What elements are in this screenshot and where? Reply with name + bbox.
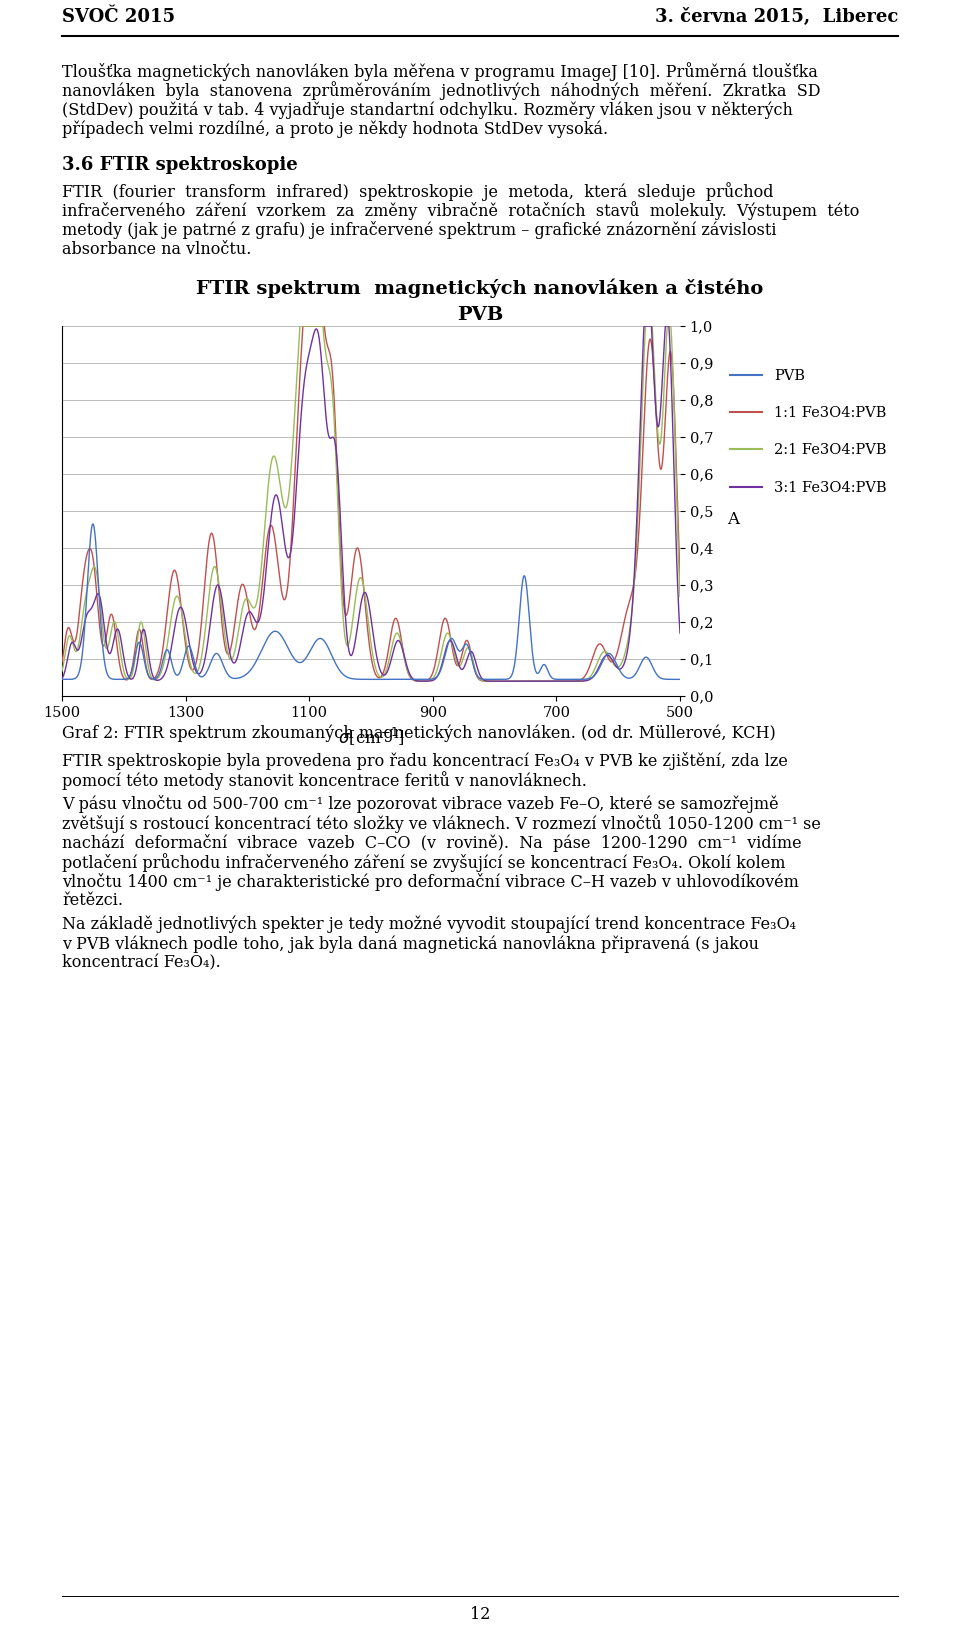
- Text: vlnočtu 1400 cm⁻¹ je charakteristické pro deformační vibrace C–H vazeb v uhlovod: vlnočtu 1400 cm⁻¹ je charakteristické pr…: [62, 872, 799, 890]
- Text: potlačení průchodu infračerveného záření se zvyšující se koncentrací Fe₃O₄. Okol: potlačení průchodu infračerveného záření…: [62, 852, 785, 872]
- Text: zvětšují s rostoucí koncentrací této složky ve vláknech. V rozmezí vlnočtů 1050-: zvětšují s rostoucí koncentrací této slo…: [62, 814, 821, 832]
- Text: FTIR spektrum  magnetických nanovláken a čistého: FTIR spektrum magnetických nanovláken a …: [197, 277, 763, 297]
- Text: řetězci.: řetězci.: [62, 892, 123, 910]
- Text: infračerveného  záření  vzorkem  za  změny  vibračně  rotačních  stavů  molekuly: infračerveného záření vzorkem za změny v…: [62, 202, 859, 220]
- X-axis label: $\sigma$[cm$^{-1}$]: $\sigma$[cm$^{-1}$]: [338, 726, 404, 747]
- Text: metody (jak je patrné z grafu) je infračervené spektrum – grafické znázornění zá: metody (jak je patrné z grafu) je infrač…: [62, 222, 777, 240]
- Text: absorbance na vlnočtu.: absorbance na vlnočtu.: [62, 240, 252, 258]
- Text: pomocí této metody stanovit koncentrace feritů v nanovláknech.: pomocí této metody stanovit koncentrace …: [62, 772, 587, 790]
- Text: případech velmi rozdílné, a proto je někdy hodnota StdDev vysoká.: případech velmi rozdílné, a proto je něk…: [62, 120, 608, 138]
- Text: 3.6 FTIR spektroskopie: 3.6 FTIR spektroskopie: [62, 156, 298, 174]
- Legend: PVB, 1:1 Fe3O4:PVB, 2:1 Fe3O4:PVB, 3:1 Fe3O4:PVB: PVB, 1:1 Fe3O4:PVB, 2:1 Fe3O4:PVB, 3:1 F…: [725, 363, 893, 501]
- Text: 12: 12: [469, 1606, 491, 1622]
- Text: V pásu vlnočtu od 500-700 cm⁻¹ lze pozorovat vibrace vazeb Fe–O, které se samozř: V pásu vlnočtu od 500-700 cm⁻¹ lze pozor…: [62, 795, 779, 813]
- Text: (StdDev) použitá v tab. 4 vyjadřuje standartní odchylku. Rozměry vláken jsou v n: (StdDev) použitá v tab. 4 vyjadřuje stan…: [62, 102, 793, 118]
- Text: nachází  deformační  vibrace  vazeb  C–CO  (v  rovině).  Na  páse  1200-1290  cm: nachází deformační vibrace vazeb C–CO (v…: [62, 834, 802, 852]
- Text: koncentrací Fe₃O₄).: koncentrací Fe₃O₄).: [62, 954, 221, 972]
- Text: nanovláken  byla  stanovena  zprůměrováním  jednotlivých  náhodných  měření.  Zk: nanovláken byla stanovena zprůměrováním …: [62, 82, 821, 100]
- Text: FTIR  (fourier  transform  infrared)  spektroskopie  je  metoda,  která  sleduje: FTIR (fourier transform infrared) spektr…: [62, 182, 774, 200]
- Y-axis label: A: A: [727, 511, 738, 529]
- Text: PVB: PVB: [457, 305, 503, 323]
- Text: Graf 2: FTIR spektrum zkoumaných magnetických nanovláken. (od dr. Müllerové, KCH: Graf 2: FTIR spektrum zkoumaných magneti…: [62, 724, 776, 742]
- Text: v PVB vláknech podle toho, jak byla daná magnetická nanovlákna připravená (s jak: v PVB vláknech podle toho, jak byla daná…: [62, 934, 759, 952]
- Text: Tloušťka magnetických nanovláken byla měřena v programu ImageJ [10]. Průměrná tl: Tloušťka magnetických nanovláken byla mě…: [62, 62, 818, 80]
- Text: 3. června 2015,  Liberec: 3. června 2015, Liberec: [655, 8, 898, 26]
- Text: Na základě jednotlivých spekter je tedy možné vyvodit stoupající trend koncentra: Na základě jednotlivých spekter je tedy …: [62, 916, 796, 933]
- Text: FTIR spektroskopie byla provedena pro řadu koncentrací Fe₃O₄ v PVB ke zjištění, : FTIR spektroskopie byla provedena pro řa…: [62, 752, 788, 770]
- Text: SVOČ 2015: SVOČ 2015: [62, 8, 175, 26]
